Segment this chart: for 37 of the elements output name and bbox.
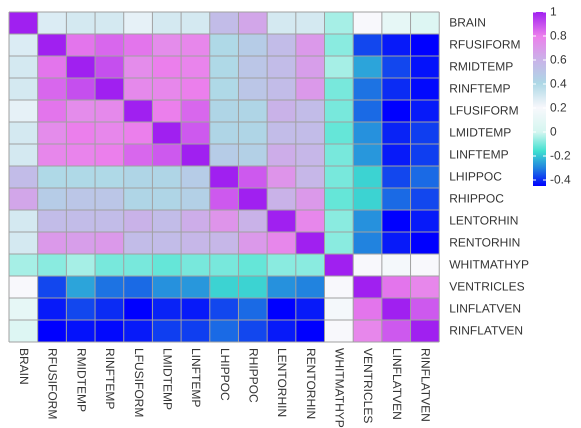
y-tick-label: RENTORHIN — [449, 235, 520, 250]
y-tick-label: LHIPPOC — [449, 169, 502, 184]
x-tick-label: LINFLATVEN — [390, 348, 404, 420]
x-tick-label: RENTORHIN — [304, 348, 318, 420]
x-tick-label: BRAIN — [17, 348, 32, 385]
color-bar-label: 0.2 — [550, 100, 568, 114]
x-tick-label: LENTORHIN — [275, 348, 290, 418]
color-bar-label: -0.2 — [550, 148, 572, 162]
x-tick-label: RHIPPOC — [246, 348, 260, 404]
y-tick-label: RHIPPOC — [449, 191, 504, 206]
y-tick-label: LMIDTEMP — [449, 125, 512, 140]
y-tick-label: RFUSIFORM — [449, 37, 521, 52]
y-tick-label: LENTORHIN — [449, 213, 518, 228]
color-bar-label: -0.4 — [550, 172, 572, 186]
x-tick-label: LFUSIFORM — [132, 348, 146, 418]
color-bar-label: 0.4 — [550, 76, 568, 90]
y-tick-label: VENTRICLES — [449, 279, 525, 294]
x-tick-label: LHIPPOC — [218, 348, 232, 402]
y-tick-label: LINFLATVEN — [449, 301, 522, 316]
x-tick-label: LMIDTEMP — [160, 348, 174, 410]
x-tick-label: RINFTEMP — [103, 348, 118, 410]
y-tick-label: BRAIN — [449, 15, 486, 30]
y-tick-label: WHITMATHYP — [449, 257, 530, 272]
color-bar-label: 0 — [550, 124, 557, 138]
x-tick-label: RMIDTEMP — [74, 348, 88, 412]
x-tick-label: VENTRICLES — [361, 348, 376, 424]
y-tick-label: RINFLATVEN — [449, 323, 524, 338]
x-tick-label: WHITMATHYP — [332, 348, 347, 428]
y-tick-label: RMIDTEMP — [449, 59, 514, 74]
color-bar-label: 0.8 — [550, 28, 568, 42]
y-tick-label: LINFTEMP — [449, 147, 509, 162]
y-tick-label: RINFTEMP — [449, 81, 511, 96]
x-tick-label: LINFTEMP — [189, 348, 204, 408]
color-bar-label: 1 — [550, 4, 557, 18]
color-bar-label: 0.6 — [550, 52, 568, 66]
y-tick-label: LFUSIFORM — [449, 103, 519, 118]
x-tick-label: RFUSIFORM — [46, 348, 60, 420]
